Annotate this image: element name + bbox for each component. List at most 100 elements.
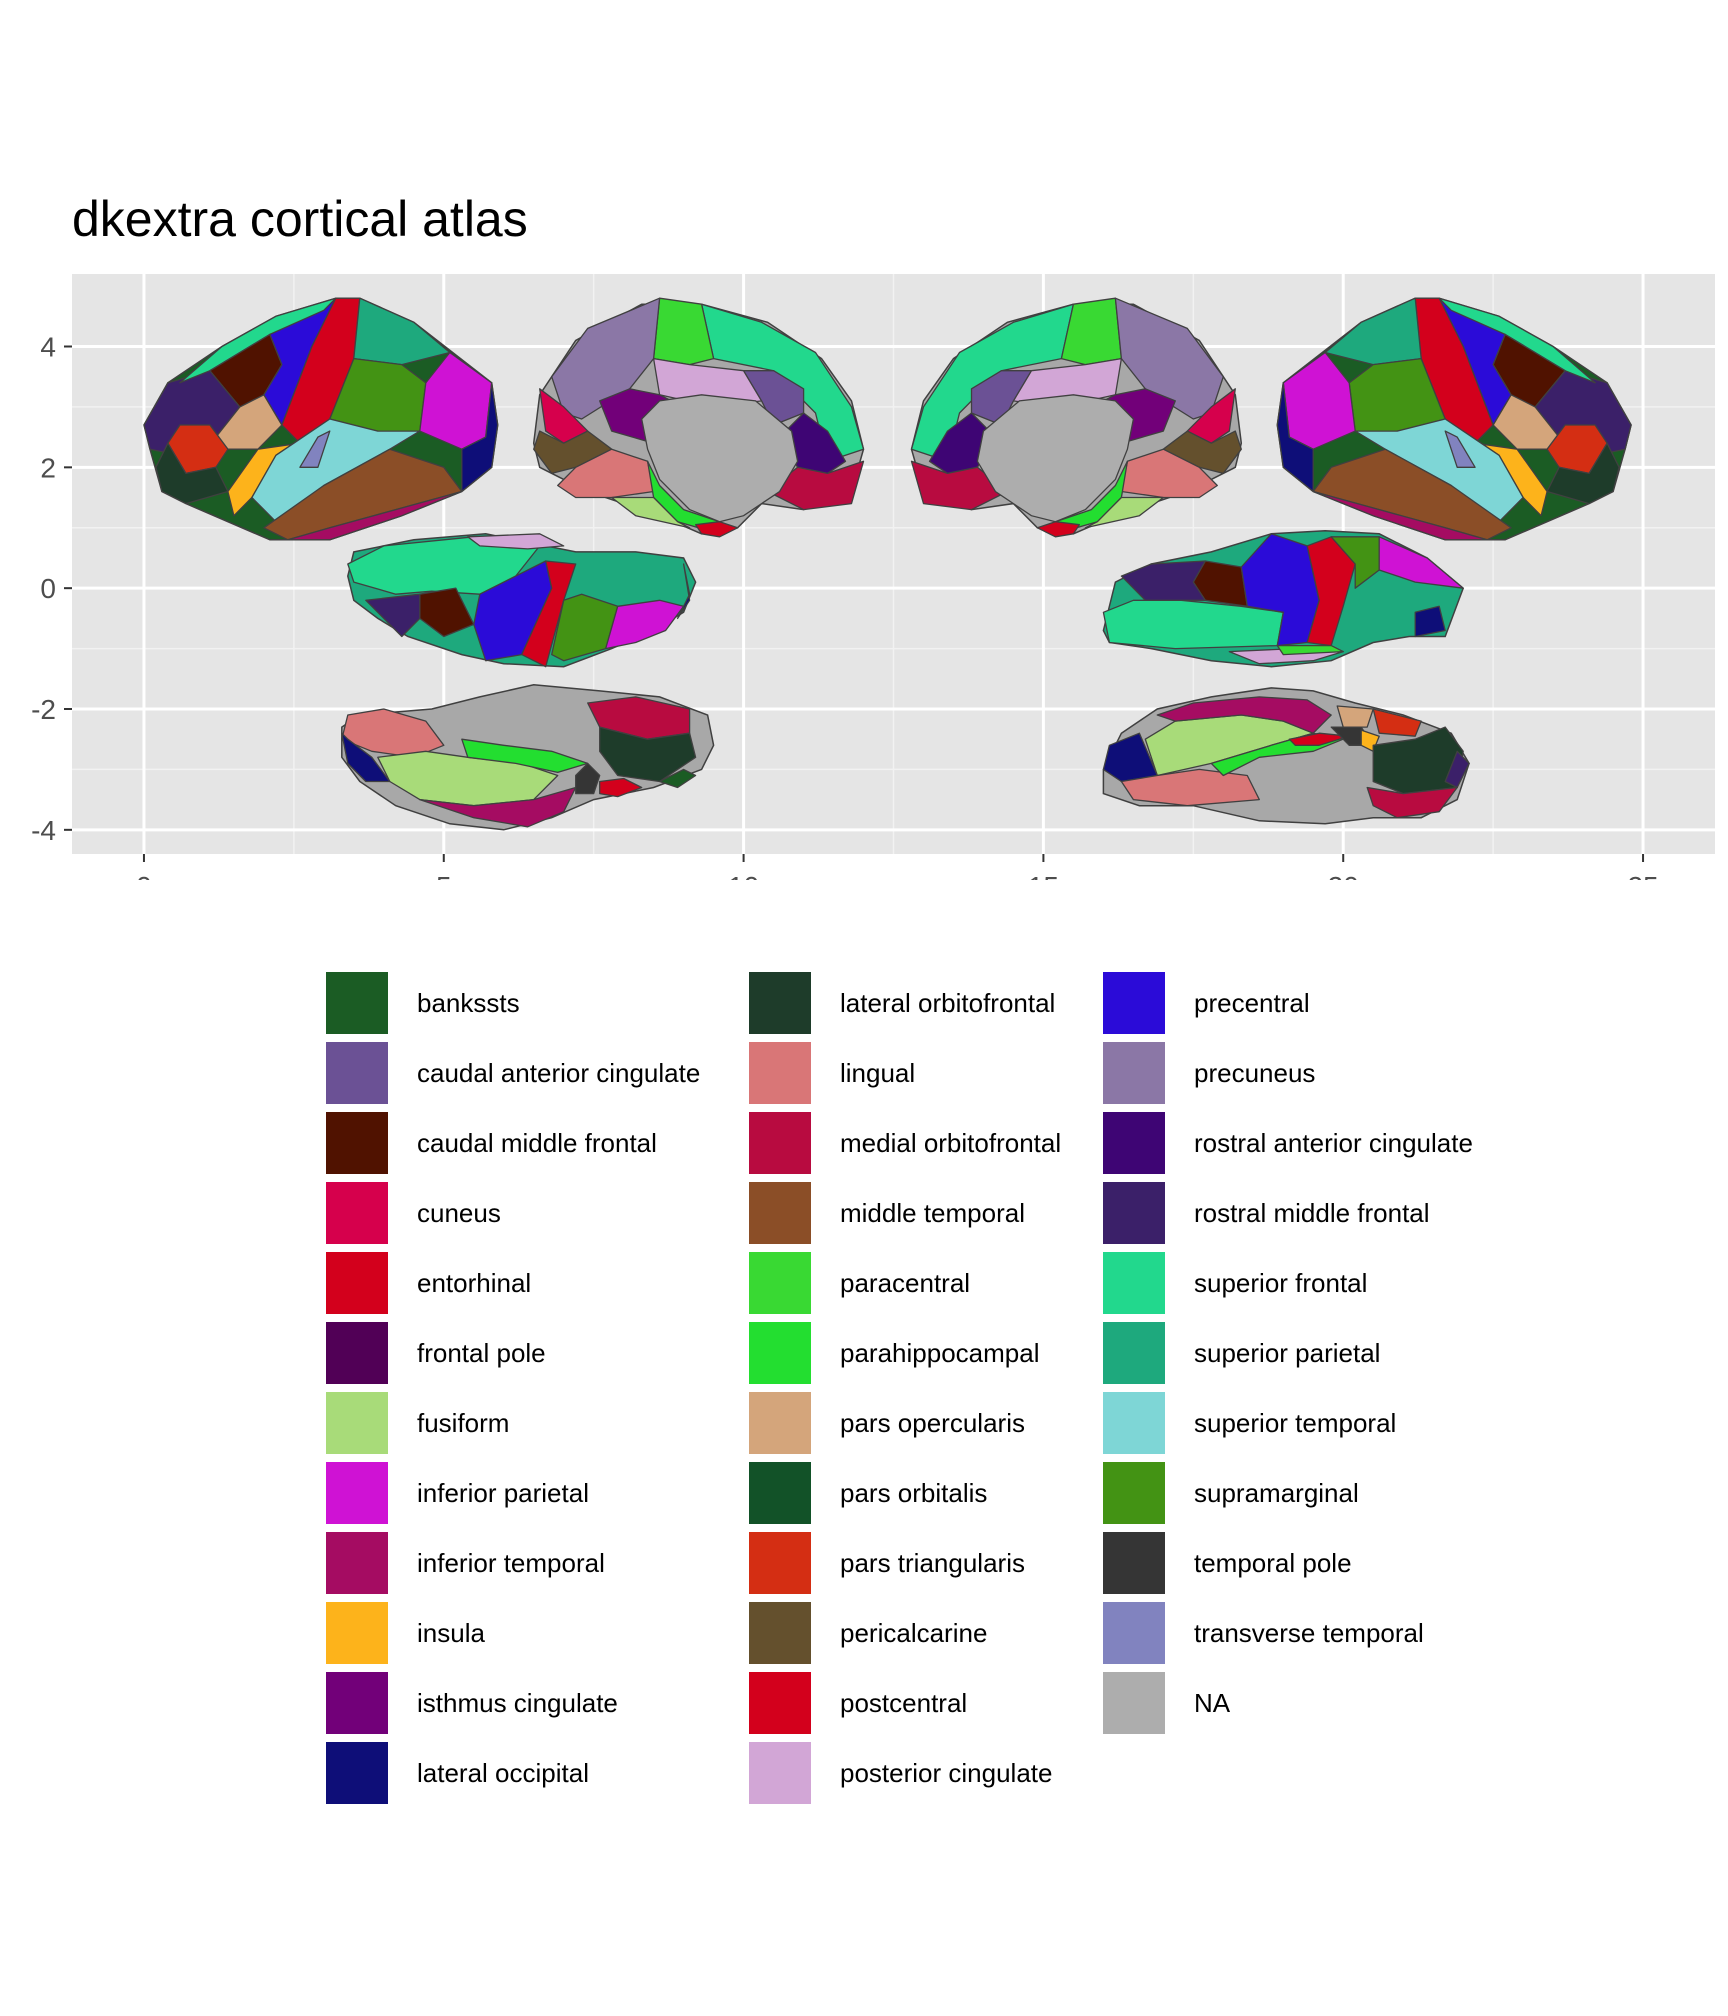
legend-key bbox=[1099, 1108, 1169, 1178]
legend-label: isthmus cingulate bbox=[417, 1687, 618, 1718]
legend-label: fusiform bbox=[417, 1407, 510, 1438]
legend-item-parahippocampal: parahippocampal bbox=[745, 1318, 1039, 1388]
region-posterior-cingulate bbox=[467, 533, 565, 550]
legend-label: precentral bbox=[1194, 987, 1310, 1018]
legend-key bbox=[1099, 1248, 1169, 1318]
region-paracentral bbox=[1276, 644, 1344, 656]
region-inferior-parietal bbox=[605, 599, 685, 650]
legend-item-temporal-pole: temporal pole bbox=[1099, 1528, 1352, 1598]
legend-label: posterior cingulate bbox=[840, 1757, 1053, 1788]
legend-label: superior frontal bbox=[1194, 1267, 1368, 1298]
legend-key bbox=[1099, 1598, 1169, 1668]
legend-item-transverse-temporal: transverse temporal bbox=[1099, 1598, 1424, 1668]
region-superior-parietal bbox=[1324, 297, 1422, 366]
region-entorhinal bbox=[694, 521, 739, 538]
region-transverse-temporal bbox=[1444, 430, 1476, 468]
legend-item-rostral-anterior-cingulate: rostral anterior cingulate bbox=[1099, 1108, 1473, 1178]
legend-key bbox=[322, 1668, 392, 1738]
view-left-ventral bbox=[341, 684, 715, 831]
legend-label: frontal pole bbox=[417, 1337, 546, 1368]
region-supramarginal bbox=[1330, 536, 1380, 589]
legend-key bbox=[322, 1038, 392, 1108]
legend-item-caudal-anterior-cingulate: caudal anterior cingulate bbox=[322, 1038, 701, 1108]
region-na bbox=[976, 394, 1135, 523]
view-right-dorsal bbox=[1102, 530, 1465, 668]
legend-label: pericalcarine bbox=[840, 1617, 988, 1648]
x-tick-label: 5 bbox=[436, 871, 452, 880]
x-tick-label: 15 bbox=[1028, 871, 1059, 880]
region-lateral-orbitofrontal bbox=[1546, 442, 1620, 505]
legend-label: transverse temporal bbox=[1194, 1617, 1424, 1648]
y-tick-label: -2 bbox=[31, 694, 56, 725]
legend-key bbox=[745, 1528, 815, 1598]
legend-label: cuneus bbox=[417, 1197, 501, 1228]
region-entorhinal bbox=[599, 777, 643, 798]
region-na bbox=[640, 394, 799, 523]
legend-key bbox=[745, 1388, 815, 1458]
legend-item-insula: insula bbox=[322, 1598, 485, 1668]
legend-label: inferior temporal bbox=[417, 1547, 605, 1578]
legend-item-entorhinal: entorhinal bbox=[322, 1248, 531, 1318]
legend-label: precuneus bbox=[1194, 1057, 1316, 1088]
region-lateral-orbitofrontal bbox=[155, 442, 229, 505]
region-rostral-middle-frontal bbox=[365, 593, 421, 638]
legend-key bbox=[322, 1178, 392, 1248]
region-lateral-occipital bbox=[1102, 732, 1158, 783]
legend-label: middle temporal bbox=[840, 1197, 1025, 1228]
legend-item-rostral-middle-frontal: rostral middle frontal bbox=[1099, 1178, 1430, 1248]
legend-key bbox=[322, 1458, 392, 1528]
legend-item-pars-opercularis: pars opercularis bbox=[745, 1388, 1025, 1458]
region-pars-triangularis bbox=[1372, 708, 1422, 737]
region-pericalcarine bbox=[1162, 430, 1242, 475]
region-inferior-temporal bbox=[269, 490, 463, 541]
region-fusiform bbox=[377, 750, 559, 807]
legend-item-pars-orbitalis: pars orbitalis bbox=[745, 1458, 987, 1528]
legend-label: caudal anterior cingulate bbox=[417, 1057, 701, 1088]
legend-item-superior-frontal: superior frontal bbox=[1099, 1248, 1368, 1318]
axes: 0510152025420-2-4 bbox=[31, 332, 1659, 881]
legend-item-na: NA bbox=[1099, 1668, 1230, 1738]
atlas-plot: 0510152025420-2-4 bbox=[31, 274, 1715, 881]
legend-key bbox=[745, 1038, 815, 1108]
region-temporal-pole bbox=[575, 762, 601, 795]
legend-label: paracentral bbox=[840, 1267, 971, 1298]
legend-key bbox=[1099, 1528, 1169, 1598]
legend-key bbox=[322, 1108, 392, 1178]
legend-label: lateral occipital bbox=[417, 1757, 589, 1788]
legend-item-pars-triangularis: pars triangularis bbox=[745, 1528, 1025, 1598]
legend-key bbox=[1099, 1178, 1169, 1248]
legend-key bbox=[745, 1178, 815, 1248]
region-pars-opercularis bbox=[1336, 705, 1374, 728]
region-transverse-temporal bbox=[299, 430, 331, 468]
legend-label: pars opercularis bbox=[840, 1407, 1025, 1438]
legend-key bbox=[322, 1598, 392, 1668]
legend-item-precuneus: precuneus bbox=[1099, 1038, 1316, 1108]
legend-label: lingual bbox=[840, 1057, 916, 1088]
legend-key bbox=[322, 1318, 392, 1388]
legend-key bbox=[745, 1248, 815, 1318]
legend-key bbox=[745, 1318, 815, 1388]
legend-key bbox=[745, 968, 815, 1038]
region-superior-frontal bbox=[700, 303, 865, 462]
legend-item-isthmus-cingulate: isthmus cingulate bbox=[322, 1668, 618, 1738]
legend-label: caudal middle frontal bbox=[417, 1127, 657, 1158]
region-fusiform bbox=[1084, 496, 1164, 529]
legend-item-postcentral: postcentral bbox=[745, 1668, 967, 1738]
legend-item-inferior-temporal: inferior temporal bbox=[322, 1528, 605, 1598]
legend-item-paracentral: paracentral bbox=[745, 1248, 971, 1318]
region-superior-parietal bbox=[353, 297, 451, 366]
chart-title: dkextra cortical atlas bbox=[72, 191, 528, 247]
legend-key bbox=[1099, 1318, 1169, 1388]
legend-key bbox=[322, 968, 392, 1038]
view-left-lateral bbox=[143, 297, 499, 541]
view-left-dorsal bbox=[347, 533, 697, 668]
legend-key bbox=[322, 1388, 392, 1458]
legend-key bbox=[1099, 1668, 1169, 1738]
y-tick-label: 2 bbox=[40, 452, 56, 483]
view-right-lateral bbox=[1276, 297, 1632, 541]
legend-label: supramarginal bbox=[1194, 1477, 1359, 1508]
legend-label: pars triangularis bbox=[840, 1547, 1025, 1578]
region-entorhinal bbox=[1036, 521, 1081, 538]
legend-item-cuneus: cuneus bbox=[322, 1178, 501, 1248]
region-lateral-occipital bbox=[341, 732, 391, 783]
